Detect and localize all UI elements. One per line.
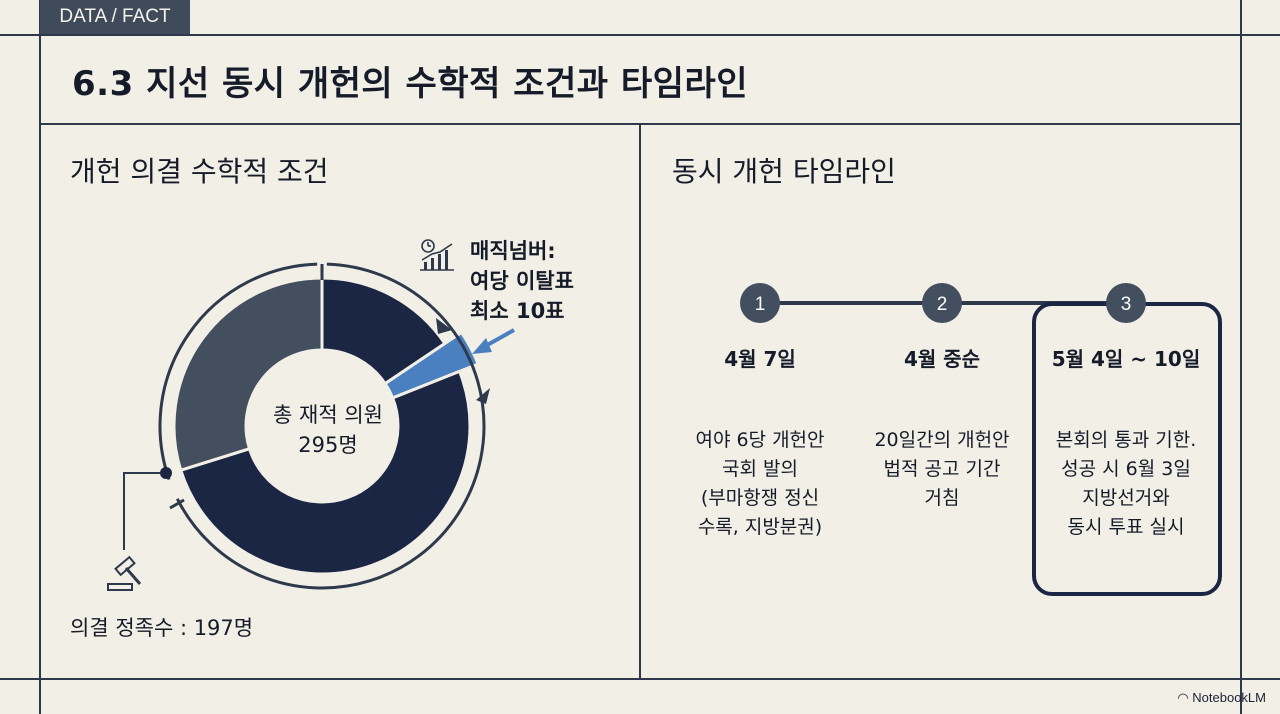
donut-slices: [158, 262, 481, 576]
gavel-icon: [107, 555, 142, 591]
quorum-donut-chart: [107, 239, 515, 591]
left-section-title: 개헌 의결 수학적 조건: [70, 155, 329, 188]
magic-number-heading: 매직넘버:: [470, 239, 556, 263]
magic-number-arrowhead: [472, 338, 492, 354]
notebooklm-watermark: ◠ NotebookLM: [1177, 690, 1266, 706]
outer-guide-ring-left: [158, 262, 318, 480]
step-3-date: 5월 4일 ~ 10일: [1051, 347, 1201, 371]
quorum-label: 의결 정족수 : 197명: [70, 616, 254, 640]
brand-label: NotebookLM: [1192, 690, 1266, 705]
step-1-description: 여야 6당 개헌안 국회 발의 (부마항쟁 정신 수록, 지방분권): [695, 429, 825, 538]
quorum-marker-dot: [160, 467, 172, 479]
slice-quorum-part-b: [178, 369, 472, 576]
magic-number-callout: 매직넘버: 여당 이탈표 최소 10표: [470, 236, 574, 326]
donut-center-label: 총 재적 의원 295명: [252, 400, 404, 460]
column-divider: [639, 123, 641, 679]
quorum-tick-mark: [169, 498, 185, 510]
bottom-divider: [0, 678, 1280, 680]
growth-chart-icon: [420, 239, 454, 271]
step-1-date: 4월 7일: [724, 347, 796, 371]
frame-right-border: [1240, 0, 1242, 714]
quorum-leader-line: [123, 472, 160, 550]
donut-center-total: 295명: [298, 433, 358, 457]
magic-number-desc: 여당 이탈표: [470, 269, 574, 293]
frame-left-border: [39, 0, 41, 714]
timeline-node-3-number: 3: [1121, 294, 1132, 315]
category-tag: DATA / FACT: [40, 0, 190, 34]
donut-center-title: 총 재적 의원: [273, 403, 383, 427]
ring-arrowhead-upper: [436, 318, 452, 334]
step-2-date: 4월 중순: [903, 347, 981, 371]
slice-remaining: [172, 276, 324, 473]
outer-guide-ring: [175, 262, 486, 590]
step-2-description: 20일간의 개헌안 법적 공고 기간 거침: [874, 429, 1010, 509]
timeline-node-1: 1: [740, 283, 780, 323]
ring-arrowhead-lower: [476, 388, 490, 404]
step-3-description: 본회의 통과 기한. 성공 시 6월 3일 지방선거와 동시 투표 실시: [1055, 429, 1197, 538]
timeline-graphic: 1 2 3: [740, 283, 1222, 596]
timeline-node-1-number: 1: [755, 294, 766, 315]
magic-number-value: 최소 10표: [470, 299, 565, 323]
notebooklm-logo-icon: ◠: [1177, 690, 1193, 705]
right-section-title: 동시 개헌 타임라인: [672, 155, 896, 188]
timeline-node-3: 3: [1106, 283, 1146, 323]
timeline-node-2: 2: [922, 283, 962, 323]
page-title: 6.3 지선 동시 개헌의 수학적 조건과 타임라인: [72, 64, 749, 104]
timeline-node-2-number: 2: [937, 294, 948, 315]
top-divider: [0, 34, 1280, 36]
